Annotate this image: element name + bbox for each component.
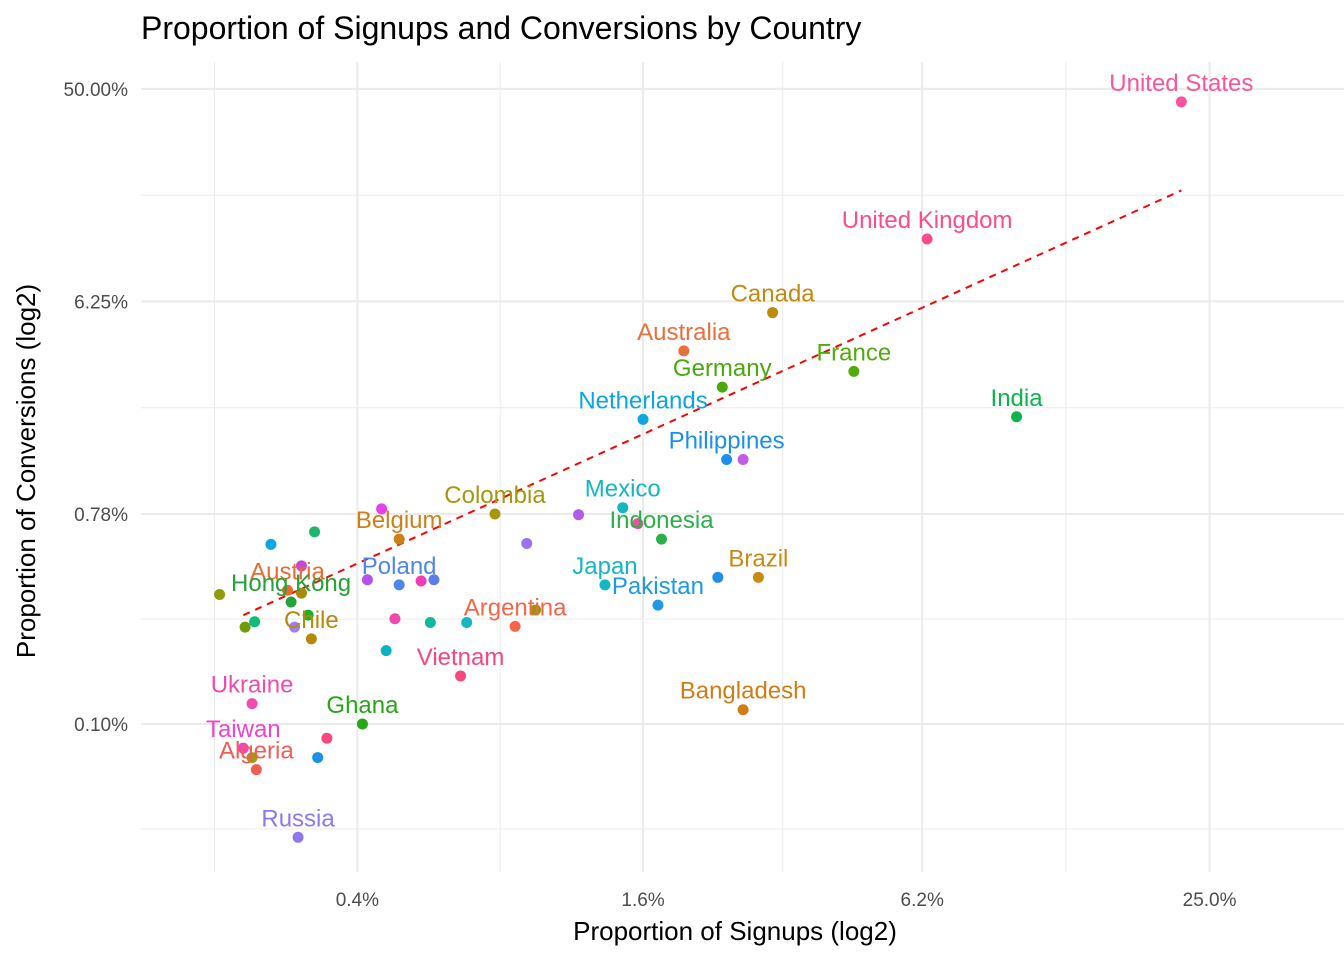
data-point [712,571,724,583]
data-point [295,587,307,599]
label-bangladesh: Bangladesh [680,678,807,705]
point-chile [305,633,317,645]
point-germany [716,381,728,393]
point-india [1011,411,1023,423]
label-chile: Chile [284,607,339,634]
point-netherlands [637,413,649,425]
data-point [389,613,401,625]
x-tick-label: 25.0% [1183,890,1237,911]
label-poland: Poland [362,553,437,580]
label-australia: Australia [637,319,731,346]
y-tick-label: 50.00% [64,80,129,101]
point-hong-kong [285,596,297,608]
data-point [428,574,440,586]
grid [141,62,1344,872]
point-labels: United States United Kingdom CanadaAustral… [206,70,1253,832]
data-point [295,560,307,572]
chart-title: Proportion of Signups and Conversions by… [141,10,861,46]
point-belgium [393,533,405,545]
data-point [239,621,251,633]
data-point [376,503,388,515]
point-philippines [721,454,733,466]
data-point [214,588,226,600]
point-bangladesh [737,704,749,716]
data-points [214,96,1187,843]
data-point [737,454,749,466]
x-tick-label: 1.6% [621,890,664,911]
data-point [461,616,473,628]
label-brazil: Brazil [728,545,788,572]
label-canada: Canada [731,281,816,308]
data-point [312,752,324,764]
data-point [573,509,585,521]
x-tick-label: 6.2% [901,890,944,911]
label-russia: Russia [261,805,335,832]
data-point [361,574,373,586]
point-colombia [489,508,501,520]
label-argentina: Argentina [464,594,567,621]
point-canada [767,307,779,319]
data-point [521,537,533,549]
data-point [249,616,261,628]
point-vietnam [455,670,467,682]
y-tick-label: 6.25% [74,292,128,313]
point-pakistan [652,599,664,611]
label-germany: Germany [673,355,772,382]
data-point [309,526,321,538]
label-colombia: Colombia [444,482,546,509]
x-tick-label: 0.4% [336,890,379,911]
data-point [289,621,301,633]
label-netherlands: Netherlands [578,387,707,414]
point-ukraine [246,698,258,710]
x-axis-title: Proportion of Signups (log2) [573,916,897,946]
label-japan: Japan [572,553,637,580]
x-tick-labels: 0.4% 1.6% 6.2% 25.0% [336,890,1237,911]
point-ghana [356,718,368,730]
data-point [302,609,314,621]
y-tick-labels: 0.10% 0.78% 6.25% 50.00% [64,80,129,736]
point-united-states [1175,96,1187,108]
y-tick-label: 0.78% [74,505,128,526]
label-belgium: Belgium [356,507,443,534]
point-france [848,365,860,377]
label-philippines: Philippines [669,428,785,455]
data-point [380,645,392,657]
y-axis-title: Proportion of Conversions (log2) [11,284,41,658]
point-argentina [509,620,521,632]
label-france: France [817,339,892,366]
point-poland [393,579,405,591]
label-taiwan: Taiwan [206,716,281,743]
label-algeria: Algeria [219,738,294,765]
label-india: India [991,385,1044,412]
data-point [321,732,333,744]
point-mexico [617,502,629,514]
y-tick-label: 0.10% [74,715,128,736]
point-taiwan [237,742,249,754]
point-australia [678,345,690,357]
label-ukraine: Ukraine [211,672,294,699]
point-algeria [250,764,262,776]
label-ghana: Ghana [326,692,399,719]
label-austria: Austria [250,558,325,585]
data-point [424,616,436,628]
point-united-kingdom [921,233,933,245]
label-vietnam: Vietnam [417,644,505,671]
data-point [632,518,644,530]
label-mexico: Mexico [585,476,661,503]
label-united-kingdom: United Kingdom [842,207,1013,234]
label-united-states: United States [1109,70,1253,97]
label-indonesia: Indonesia [609,507,714,534]
label-pakistan: Pakistan [612,573,704,600]
point-austria [281,584,293,596]
point-indonesia [656,533,668,545]
data-point [415,575,427,587]
label-hong-kong: Hong Kong [231,570,351,597]
data-point [246,752,258,764]
data-point [530,604,542,616]
point-japan [599,579,611,591]
data-point [265,538,277,550]
point-brazil [752,571,764,583]
point-russia [292,831,304,843]
